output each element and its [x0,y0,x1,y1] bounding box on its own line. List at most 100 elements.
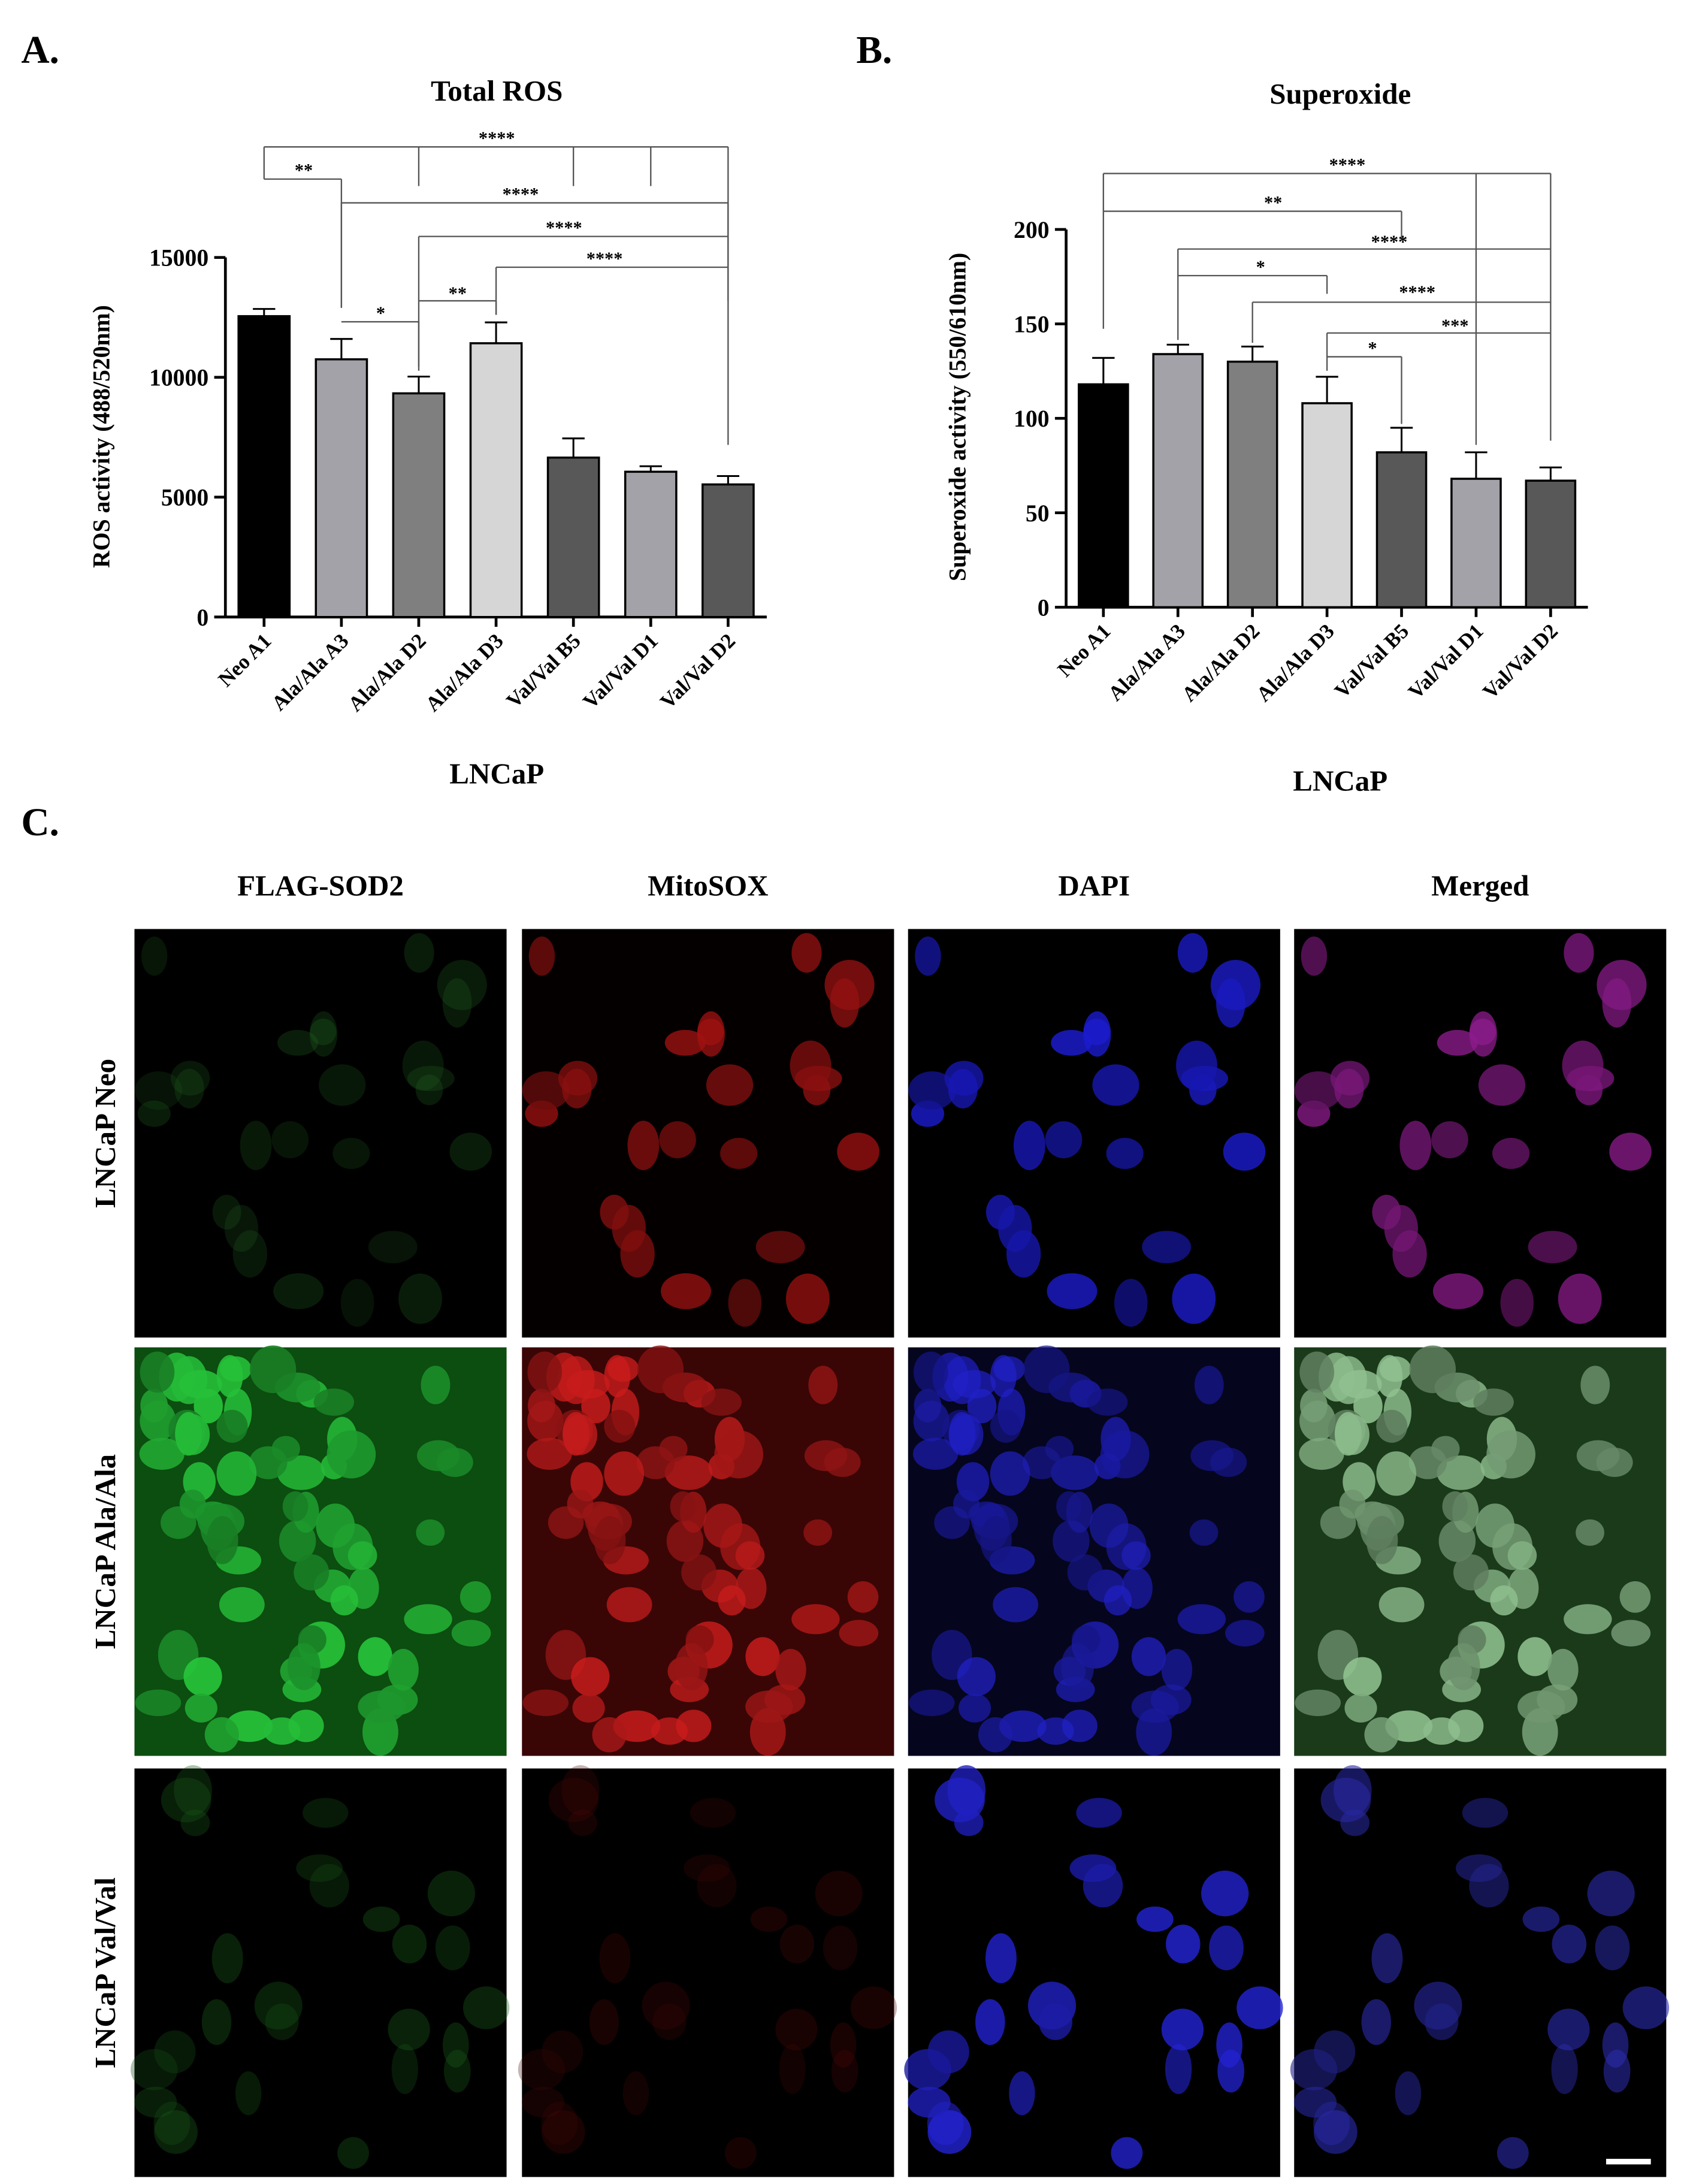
cell [326,1430,376,1479]
bar [1525,479,1577,609]
cell [664,1029,706,1056]
cell [1576,1440,1620,1472]
cell [309,1011,338,1057]
cell [850,1986,897,2029]
cell [1361,1999,1391,2045]
cell [171,1061,210,1096]
cell [589,1999,619,2045]
cell [1223,1132,1266,1171]
y-axis-label: ROS activity (488/520nm) [88,305,114,568]
cell [606,1587,652,1623]
cell [908,1071,956,1110]
cell [913,1351,948,1393]
cell [1051,1455,1099,1490]
cell [282,1491,309,1522]
cell [718,1585,746,1616]
cell [1442,1491,1468,1522]
cell [1378,1587,1425,1623]
cell [1437,1029,1478,1056]
cell [206,1515,238,1564]
cell [1432,1273,1483,1309]
cell [130,2049,178,2091]
micrograph [1290,1765,1670,2177]
cell [1062,1709,1098,1742]
y-tick-label: 0 [1038,594,1050,621]
cell [664,1455,713,1490]
cell [1552,1925,1587,1964]
cell [750,1906,788,1932]
significance-label: * [1256,256,1265,277]
cell [249,1345,297,1394]
micrograph-background [522,1768,894,2177]
cell [1051,1029,1092,1056]
cell [1462,1798,1508,1828]
cell [153,2101,191,2146]
cell [421,1366,451,1404]
cell [1038,2003,1072,2040]
cell [1602,978,1632,1028]
cell [362,1906,400,1932]
cell [990,1355,1017,1397]
cell [627,1120,660,1170]
bar [1152,353,1204,609]
cell [985,1933,1017,1983]
cell [592,1717,627,1753]
cell [953,1370,996,1399]
cell [1314,2030,1356,2074]
cell [391,2044,418,2094]
cell [180,1810,210,1836]
cell [637,1345,684,1394]
cell [1478,1064,1526,1106]
significance-label: ** [295,160,313,180]
y-axis-label: Superoxide activity (550/610nm) [944,253,971,581]
bar [1375,451,1428,609]
cell [681,1554,717,1591]
cell [521,2086,565,2118]
cell [1335,1414,1369,1455]
cell [368,1231,418,1264]
cell [179,1490,206,1519]
cell [563,1414,598,1455]
cell [1177,1604,1226,1635]
cell [1562,1040,1604,1091]
cell [1106,1138,1144,1169]
cell [1216,978,1245,1028]
cell [427,1871,475,1917]
cell [1131,1637,1166,1676]
cell [912,1437,959,1470]
cell [908,1689,955,1717]
cell [296,1854,343,1882]
cell [1547,1648,1579,1691]
cell [745,1690,793,1723]
cell [135,1689,182,1717]
cell [1453,1554,1489,1591]
significance-label: **** [1399,282,1435,302]
cell [254,1981,303,2030]
cell [1364,1717,1399,1753]
cell [604,1355,631,1397]
bar [624,470,678,618]
cell [803,1519,832,1546]
micrograph [1294,1345,1667,1756]
cell [294,1554,329,1591]
cell [612,1204,646,1252]
cell [416,1519,445,1546]
cell [675,1643,708,1690]
cell [216,1451,257,1496]
cell [277,1455,325,1490]
cell [642,1981,690,2030]
significance-label: **** [479,128,515,149]
cell [830,978,860,1028]
micrograph [134,1345,507,1756]
cell [791,933,822,973]
cell [201,1999,232,2045]
y-tick-label: 150 [1014,312,1050,338]
cell [1023,1446,1061,1479]
cell [1448,1709,1484,1742]
bar [469,342,523,618]
cell [332,1138,370,1169]
cell [1611,1620,1651,1647]
cell [388,1648,419,1691]
cell [340,1279,374,1327]
